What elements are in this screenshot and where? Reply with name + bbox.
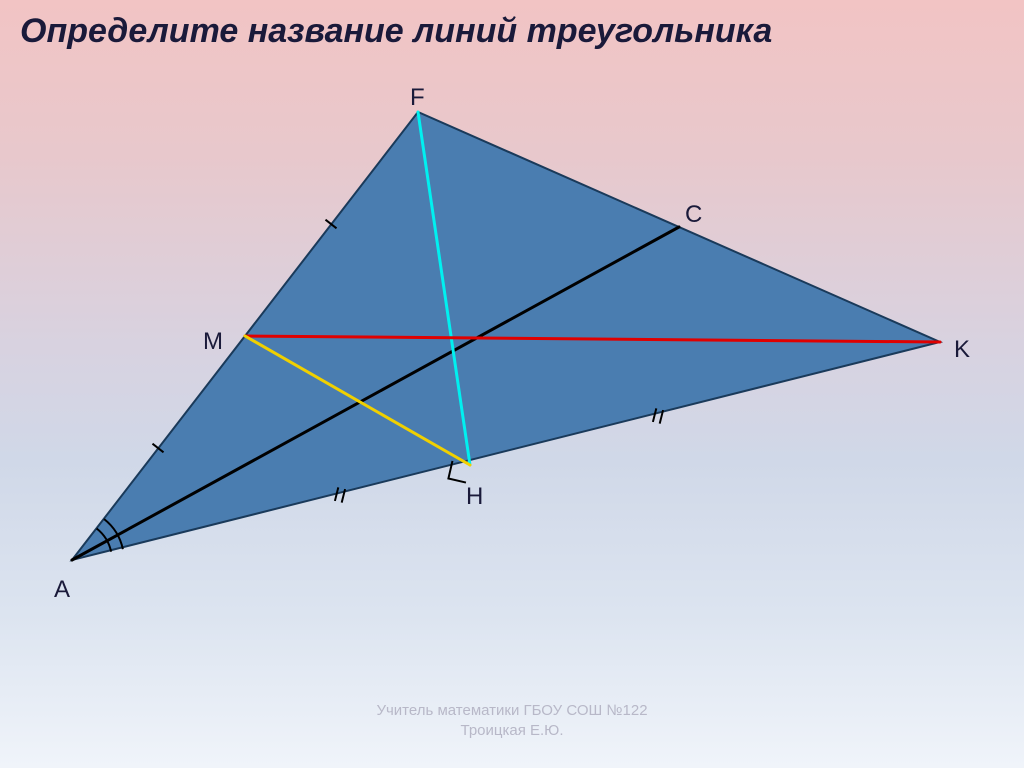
- label-M: M: [203, 328, 223, 356]
- footer-line-1: Учитель математики ГБОУ СОШ №122: [0, 701, 1024, 721]
- triangle-diagram: [0, 0, 1024, 768]
- label-C: C: [685, 201, 702, 229]
- label-A: A: [54, 576, 70, 604]
- footer-credit: Учитель математики ГБОУ СОШ №122 Троицка…: [0, 701, 1024, 740]
- label-H: H: [466, 483, 483, 511]
- footer-line-2: Троицкая Е.Ю.: [0, 721, 1024, 741]
- label-K: K: [954, 336, 970, 364]
- label-F: F: [410, 84, 425, 112]
